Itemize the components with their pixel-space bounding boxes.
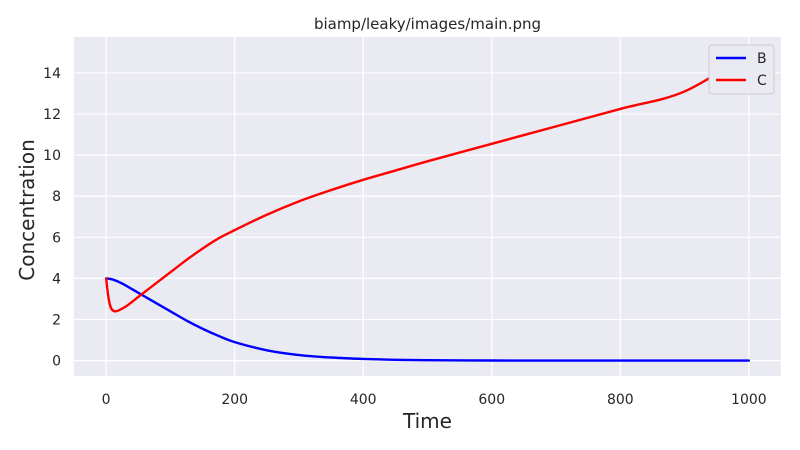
y-tick-label: 0 [52, 354, 61, 370]
y-tick-label: 8 [52, 189, 61, 205]
x-tick-label: 800 [607, 392, 634, 408]
plot-area [74, 37, 781, 376]
y-tick-label: 4 [52, 271, 61, 287]
y-axis-title: Concentration [15, 139, 39, 280]
x-tick-label: 200 [221, 392, 248, 408]
legend-label-B: B [757, 51, 767, 67]
x-tick-label: 600 [478, 392, 505, 408]
series-layer [104, 52, 751, 362]
x-tick-label: 400 [350, 392, 377, 408]
x-tick-labels: 0 200 400 600 800 1000 [102, 392, 767, 408]
y-tick-label: 2 [52, 313, 61, 329]
chart-title: biamp/leaky/images/main.png [314, 15, 541, 33]
y-tick-label: 12 [43, 107, 61, 123]
y-tick-labels: 0 2 4 6 8 10 12 14 [43, 66, 61, 370]
y-tick-label: 14 [43, 66, 61, 82]
legend: BC [708, 44, 775, 95]
series-line-C [104, 52, 751, 313]
y-tick-label: 6 [52, 230, 61, 246]
series-line-B [104, 277, 751, 362]
x-tick-label: 1000 [731, 392, 767, 408]
x-axis-title: Time [402, 409, 452, 433]
y-tick-label: 10 [43, 148, 61, 164]
x-tick-label: 0 [102, 392, 111, 408]
legend-label-C: C [757, 73, 767, 89]
